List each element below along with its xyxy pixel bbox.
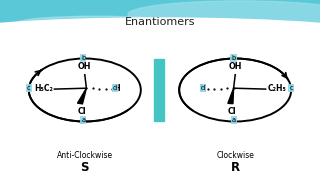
- Text: OH: OH: [78, 62, 92, 71]
- Text: Enantiomers: Enantiomers: [125, 17, 195, 27]
- Bar: [154, 59, 164, 121]
- Text: d: d: [113, 85, 117, 91]
- Text: d: d: [201, 85, 205, 91]
- Ellipse shape: [128, 1, 320, 28]
- Text: OH: OH: [228, 62, 242, 71]
- Text: Clockwise: Clockwise: [216, 151, 254, 160]
- Text: H₅C₂: H₅C₂: [34, 84, 53, 93]
- Text: Anti-Clockwise: Anti-Clockwise: [57, 151, 113, 160]
- Ellipse shape: [0, 18, 320, 54]
- Text: a: a: [81, 117, 85, 123]
- Text: H: H: [200, 84, 206, 93]
- Text: a: a: [232, 117, 236, 123]
- Text: Cl: Cl: [77, 107, 86, 116]
- Text: S: S: [81, 161, 89, 174]
- Text: C₂H₅: C₂H₅: [267, 84, 286, 93]
- Text: c: c: [289, 85, 293, 91]
- Text: b: b: [231, 55, 236, 62]
- Text: H: H: [114, 84, 120, 93]
- Text: Cl: Cl: [228, 107, 236, 116]
- Text: b: b: [81, 55, 85, 62]
- Polygon shape: [228, 88, 234, 104]
- Text: R: R: [231, 161, 240, 174]
- Polygon shape: [77, 88, 86, 104]
- Ellipse shape: [16, 16, 176, 31]
- Text: c: c: [27, 85, 31, 91]
- Bar: [0, 0, 320, 36]
